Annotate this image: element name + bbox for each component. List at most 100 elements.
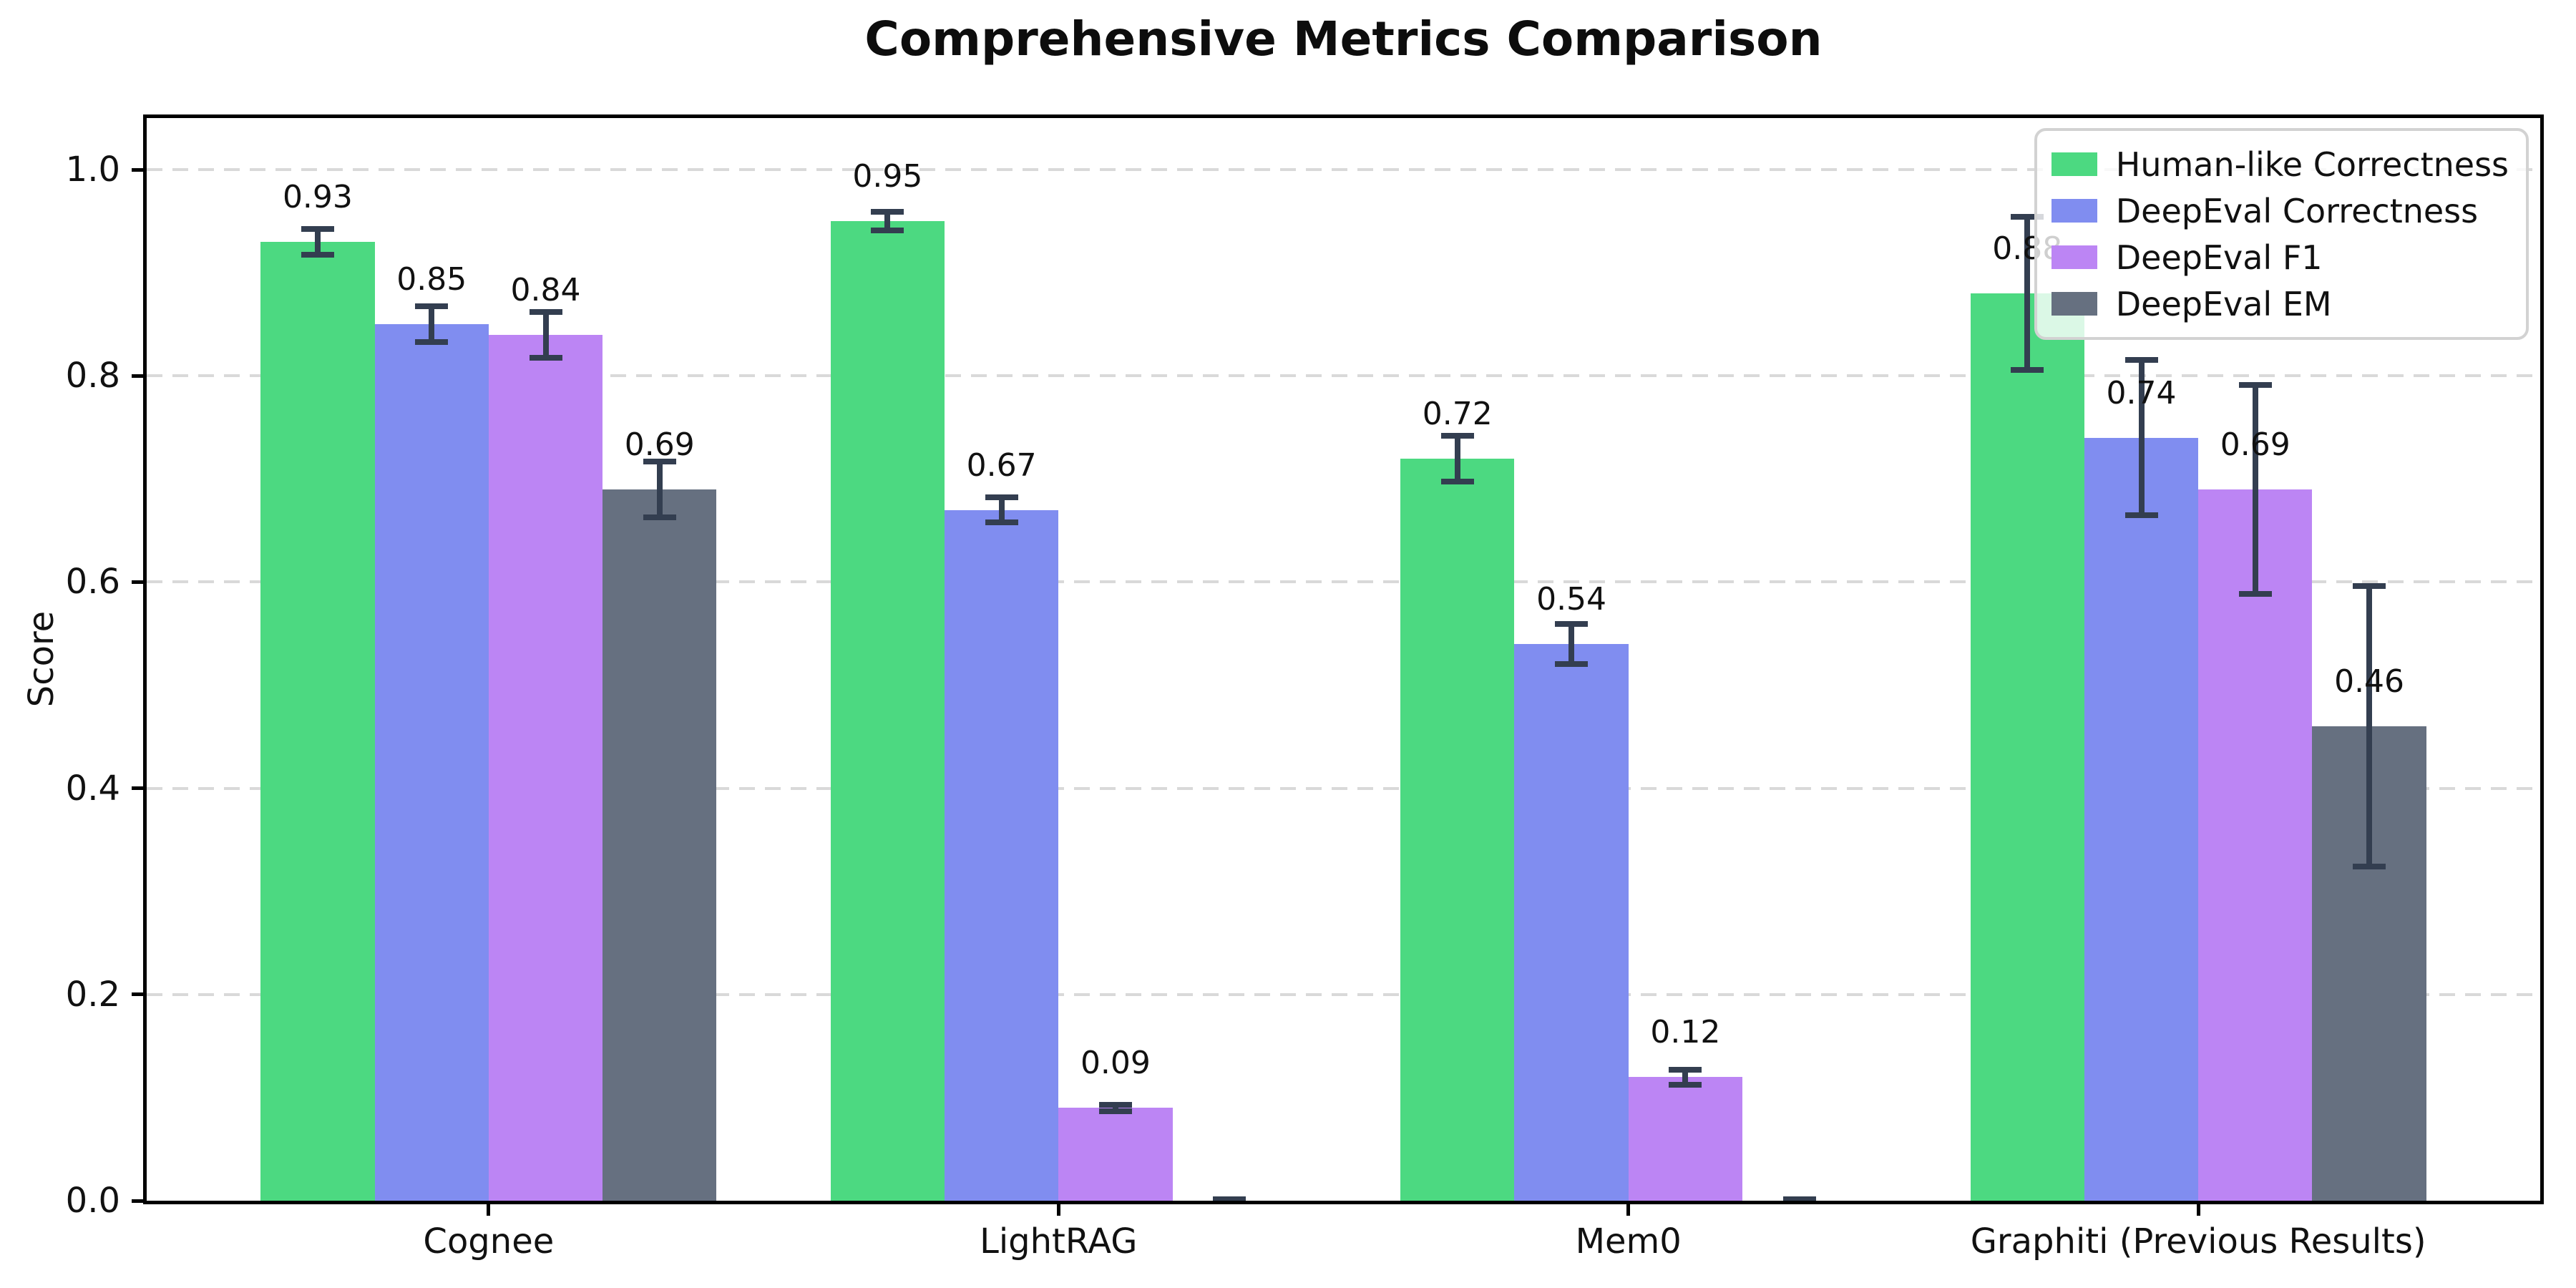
bar-value-label: 0.09	[1080, 1045, 1151, 1082]
x-tick-mark	[1626, 1204, 1631, 1216]
bar-value-label: 0.67	[966, 447, 1037, 484]
error-bar	[985, 494, 1018, 526]
bar-value-label: 0.72	[1422, 395, 1493, 432]
error-bar-cap-top	[2011, 214, 2044, 220]
error-bar	[1213, 1196, 1246, 1201]
error-bar-line	[884, 208, 891, 234]
bar-value-label: 0.95	[852, 158, 923, 195]
bar-value-label: 0.46	[2334, 663, 2405, 701]
error-bar-line	[1568, 621, 1575, 667]
bar	[2084, 437, 2199, 1201]
error-bar-cap-bottom	[1669, 1081, 1702, 1088]
y-tick-mark	[132, 1199, 143, 1203]
error-bar-line	[1112, 1101, 1118, 1114]
error-bar-cap-bottom	[2124, 512, 2158, 519]
bar-value-label: 0.12	[1650, 1014, 1721, 1051]
error-bar-cap-top	[643, 458, 676, 464]
error-bar-line	[2138, 357, 2145, 519]
y-tick-label: 0.8	[65, 356, 120, 396]
error-bar-cap-top	[301, 226, 334, 233]
legend-swatch	[2051, 199, 2097, 223]
error-bar-cap-top	[1782, 1196, 1816, 1201]
x-tick-mark	[487, 1204, 491, 1216]
y-tick-label: 0.6	[65, 562, 120, 602]
plot-area: Human-like Correctness DeepEval Correctne…	[143, 114, 2544, 1204]
error-bar-line	[314, 226, 321, 258]
gridline	[147, 168, 2540, 172]
error-bar	[1782, 1196, 1816, 1201]
error-bar	[2011, 214, 2044, 373]
bar	[374, 324, 489, 1201]
bar-value-label: 0.93	[282, 178, 353, 215]
error-bar-cap-bottom	[2011, 366, 2044, 373]
legend-label: DeepEval EM	[2115, 284, 2332, 323]
legend-row: Human-like Correctness	[2051, 141, 2509, 187]
bar	[945, 509, 1059, 1201]
error-bar-cap-top	[529, 308, 562, 315]
error-bar-cap-bottom	[1555, 660, 1589, 667]
error-bar-cap-top	[1440, 432, 1474, 439]
error-bar-cap-top	[1669, 1066, 1702, 1073]
bar	[1970, 293, 2084, 1201]
error-bar-cap-bottom	[1098, 1108, 1132, 1114]
error-bar-cap-bottom	[2238, 590, 2272, 597]
legend-swatch	[2051, 152, 2097, 176]
bar	[1400, 458, 1515, 1201]
gridline	[147, 374, 2540, 378]
legend-row: DeepEval Correctness	[2051, 187, 2509, 234]
error-bar-cap-bottom	[415, 339, 449, 346]
y-tick-mark	[132, 580, 143, 584]
x-tick-mark	[1056, 1204, 1060, 1216]
error-bar	[529, 308, 562, 361]
gridline	[147, 992, 2540, 996]
error-bar-line	[429, 303, 435, 346]
bar	[830, 221, 945, 1201]
error-bar-cap-bottom	[1782, 1199, 1816, 1201]
error-bar-line	[2024, 214, 2031, 373]
y-axis-label: Score	[21, 610, 62, 708]
error-bar-cap-top	[1213, 1196, 1246, 1201]
error-bar	[643, 458, 676, 520]
error-bar-line	[656, 458, 663, 520]
legend-row: DeepEval F1	[2051, 234, 2509, 280]
bar-value-label: 0.74	[2106, 374, 2177, 411]
error-bar-cap-top	[2238, 381, 2272, 388]
legend-label: DeepEval F1	[2115, 238, 2323, 277]
y-tick-label: 0.0	[65, 1181, 120, 1221]
error-bar	[2238, 381, 2272, 597]
error-bar-line	[2366, 582, 2373, 870]
x-tick-mark	[2196, 1204, 2200, 1216]
error-bar-cap-bottom	[643, 514, 676, 520]
error-bar	[1555, 621, 1589, 667]
gridline	[147, 580, 2540, 584]
y-tick-mark	[132, 992, 143, 997]
chart-title: Comprehensive Metrics Comparison	[864, 11, 1823, 67]
bar-value-label: 0.69	[2220, 426, 2290, 463]
error-bar-cap-bottom	[2353, 864, 2386, 870]
error-bar-cap-top	[2124, 357, 2158, 364]
bar	[488, 334, 603, 1201]
error-bar	[2124, 357, 2158, 519]
y-tick-mark	[132, 374, 143, 378]
legend-swatch	[2051, 292, 2097, 316]
x-tick-label: Mem0	[1575, 1221, 1682, 1262]
error-bar	[301, 226, 334, 258]
error-bar-line	[998, 494, 1005, 526]
bar	[1514, 643, 1629, 1201]
error-bar	[1098, 1101, 1132, 1114]
bar	[2198, 489, 2313, 1201]
error-bar	[1440, 432, 1474, 484]
bar	[1058, 1108, 1173, 1201]
error-bar-line	[2252, 381, 2258, 597]
error-bar	[415, 303, 449, 346]
legend-row: DeepEval EM	[2051, 280, 2509, 327]
bar	[602, 489, 717, 1201]
legend-label: DeepEval Correctness	[2115, 191, 2479, 230]
error-bar-line	[1682, 1066, 1689, 1088]
error-bar-line	[542, 308, 549, 361]
y-tick-label: 0.4	[65, 768, 120, 809]
error-bar-cap-top	[1555, 621, 1589, 628]
legend: Human-like Correctness DeepEval Correctne…	[2034, 128, 2529, 340]
x-tick-label: Cognee	[423, 1221, 555, 1262]
error-bar-line	[1454, 432, 1460, 484]
